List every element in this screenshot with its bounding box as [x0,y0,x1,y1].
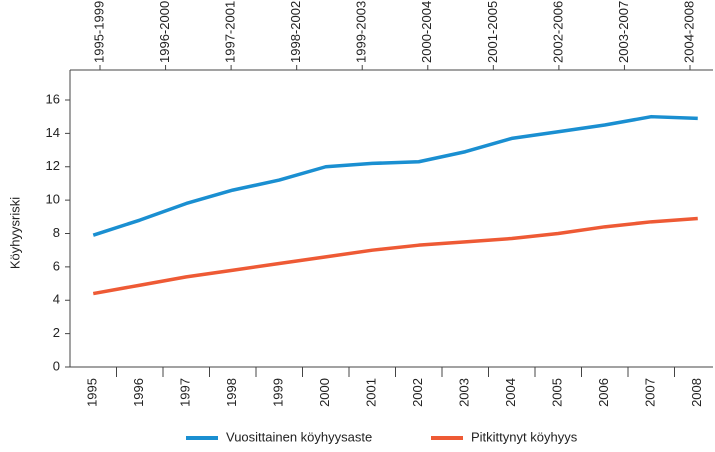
top-tick-label: 1997-2001 [223,1,238,63]
x-tick-label: 1997 [178,378,193,407]
y-tick-label: 6 [53,258,60,273]
y-tick-label: 16 [46,91,60,106]
series-line [92,216,698,296]
y-tick-label: 2 [53,325,60,340]
top-tick-label: 2004-2008 [681,1,696,63]
top-tick-label: 1996-2000 [157,1,172,63]
top-tick-label: 2000-2004 [419,1,434,63]
x-tick-label: 1995 [85,378,100,407]
y-tick-label: 12 [46,158,60,173]
series-line [92,114,698,237]
x-tick-label: 2008 [689,378,704,407]
legend-label: Pitkittynyt köyhyys [471,429,578,444]
y-tick-label: 10 [46,192,60,207]
y-axis-label: Köyhyysriski [7,197,22,269]
x-tick-label: 2002 [410,378,425,407]
top-tick-label: 2001-2005 [485,1,500,63]
top-tick-label: 2002-2006 [550,1,565,63]
y-tick-label: 14 [46,125,60,140]
y-tick-label: 0 [53,358,60,373]
top-tick-label: 2003-2007 [616,1,631,63]
top-tick-label: 1998-2002 [288,1,303,63]
x-tick-label: 2004 [503,378,518,407]
top-tick-label: 1995-1999 [91,1,106,63]
x-tick-label: 2001 [364,378,379,407]
x-tick-label: 2007 [643,378,658,407]
x-tick-label: 2006 [596,378,611,407]
legend-label: Vuosittainen köyhyysaste [226,429,372,444]
x-tick-label: 2003 [457,378,472,407]
x-tick-label: 1996 [131,378,146,407]
x-tick-label: 1999 [271,378,286,407]
top-tick-label: 1999-2003 [354,1,369,63]
x-tick-label: 2005 [550,378,565,407]
y-tick-label: 4 [53,292,60,307]
x-tick-label: 2000 [317,378,332,407]
x-tick-label: 1998 [224,378,239,407]
y-tick-label: 8 [53,225,60,240]
